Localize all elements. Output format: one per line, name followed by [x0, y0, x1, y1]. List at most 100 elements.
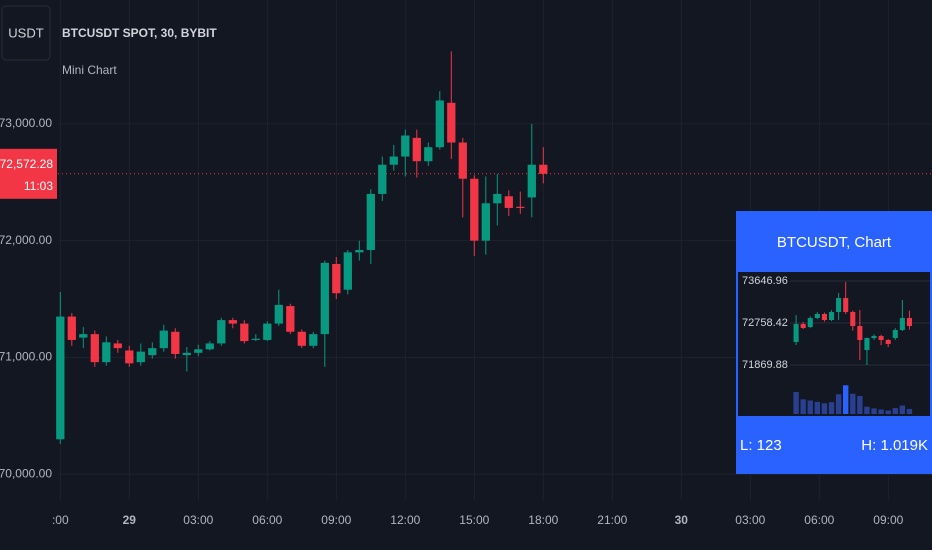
countdown: 11:03 — [24, 179, 53, 193]
candle-body — [79, 334, 88, 338]
candle-body — [67, 316, 76, 340]
candle-body — [251, 338, 260, 340]
x-tick-label: 03:00 — [183, 513, 213, 527]
last-price-label: 72,572.28 — [0, 157, 53, 171]
candle-body — [217, 320, 226, 344]
candle-body — [481, 203, 490, 241]
candle-body — [171, 331, 180, 354]
widget-marks: 73646.96 72758.42 71869.88 — [742, 275, 930, 414]
candle-body — [56, 316, 65, 440]
volume-bar — [835, 394, 842, 414]
volume-bar — [807, 400, 813, 414]
candle-body — [470, 178, 479, 241]
candle-body — [343, 252, 352, 290]
candle-body — [800, 324, 806, 328]
y-tick-label: 70,000.00 — [0, 466, 52, 480]
x-tick-label: 30 — [675, 513, 689, 527]
candle-body — [125, 350, 134, 364]
volume-low: L: 123 — [740, 437, 782, 454]
candle-body — [424, 147, 433, 162]
candle-body — [814, 314, 820, 319]
y-tick-label: 73,000.00 — [0, 116, 52, 130]
x-tick-label: 06:00 — [804, 513, 834, 527]
candle-body — [516, 206, 525, 208]
candle-body — [274, 304, 283, 324]
currency-button[interactable] — [1, 5, 51, 61]
volume-bar — [850, 393, 856, 414]
candle-body — [205, 343, 214, 350]
volume-bar — [842, 385, 849, 414]
volume-bar — [800, 399, 806, 414]
candle-body — [102, 342, 111, 363]
x-tick-label: 12:00 — [390, 513, 420, 527]
volume-bar — [828, 402, 835, 414]
symbol: BTCUSDT SPOT, 30, BYBIT — [62, 26, 217, 40]
x-tick-label: 18:00 — [528, 513, 558, 527]
candle-body — [871, 336, 877, 339]
candle-body — [389, 156, 398, 165]
x-tick-label: 09:00 — [873, 513, 903, 527]
candle-body — [906, 318, 913, 327]
candle-body — [113, 343, 122, 349]
x-tick-label: 21:00 — [597, 513, 627, 527]
indicator-name: Mini Chart — [62, 63, 117, 77]
candle-body — [263, 323, 272, 340]
candle-body — [821, 314, 827, 321]
candle-body — [182, 352, 191, 356]
candle-body — [309, 334, 318, 346]
candle-body — [843, 298, 849, 313]
volume-bar — [885, 410, 891, 414]
y-tick-label: 72758.42 — [742, 317, 788, 329]
y-tick-label: 73646.96 — [742, 275, 788, 287]
candle-body — [878, 336, 884, 341]
candle-body — [435, 100, 444, 148]
widget-plot — [738, 272, 930, 416]
candle-body — [159, 330, 168, 349]
volume-bar — [871, 408, 877, 414]
x-tick-label: 06:00 — [252, 513, 282, 527]
volume-bar — [821, 403, 828, 414]
volume-bar — [857, 395, 863, 414]
candle-body — [297, 331, 306, 346]
main-chart: 70,000.00 71,000.00 72,000.00 73,000.00 :00 2… — [0, 0, 932, 527]
candle-body — [807, 318, 813, 328]
candle-body — [240, 323, 249, 342]
volume-bar — [793, 392, 799, 414]
candle-body — [828, 312, 835, 321]
candle-body — [136, 351, 145, 363]
candle-body — [857, 326, 863, 341]
candle-body — [885, 340, 891, 345]
candle-body — [793, 324, 799, 342]
candle-body — [412, 137, 421, 162]
x-tick-label: 09:00 — [321, 513, 351, 527]
candle-body — [539, 164, 548, 174]
volume-bar — [899, 405, 906, 414]
y-tick-label: 71,000.00 — [0, 350, 52, 364]
volume-bar — [864, 406, 870, 414]
candle-body — [355, 250, 364, 253]
x-tick-label: :00 — [52, 513, 69, 527]
y-tick-label: 72,000.00 — [0, 233, 52, 247]
candle-body — [366, 193, 375, 250]
volume-bar — [814, 401, 821, 414]
candle-body — [892, 330, 898, 339]
y-tick-label: 71869.88 — [742, 359, 788, 371]
candle-body — [899, 318, 905, 331]
candle-body — [286, 306, 295, 332]
candle-body — [332, 264, 341, 294]
last-price-box — [0, 148, 57, 199]
volume-bar — [878, 409, 884, 414]
candle-body — [447, 102, 456, 143]
candle-body — [504, 196, 513, 208]
widget-title: BTCUSDT, Chart — [777, 234, 892, 251]
candle-body — [493, 193, 502, 204]
candle-body — [90, 334, 99, 363]
currency[interactable]: USDT — [8, 25, 43, 40]
candle-body — [850, 312, 856, 327]
candle-body — [401, 135, 410, 157]
volume-bar — [906, 408, 913, 414]
candle-body — [378, 164, 387, 194]
